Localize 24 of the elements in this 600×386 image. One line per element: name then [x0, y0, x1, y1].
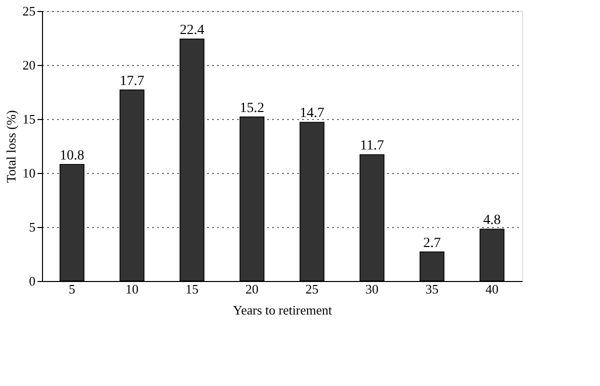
- y-tick-label: 0: [29, 274, 36, 288]
- y-tick-label: 20: [22, 58, 36, 72]
- x-tick-label: 30: [366, 282, 378, 296]
- data-label: 14.7: [300, 106, 324, 122]
- data-label: 11.7: [360, 138, 384, 154]
- y-tick-label: 15: [22, 112, 36, 126]
- data-label: 17.7: [120, 74, 144, 89]
- data-label: 22.4: [180, 23, 204, 38]
- x-tick-label: 5: [68, 282, 76, 296]
- x-tick-label: 25: [306, 282, 318, 296]
- y-tick-label: 5: [29, 220, 36, 234]
- x-axis-title: Years to retirement: [232, 302, 332, 318]
- y-tick-label: 10: [22, 166, 36, 180]
- y-axis-title: Total loss (%): [4, 110, 18, 183]
- data-label: 2.7: [423, 236, 441, 251]
- x-tick-label: 20: [246, 282, 258, 296]
- data-label: 15.2: [240, 100, 264, 116]
- x-tick-label: 15: [186, 282, 198, 296]
- data-label: 4.8: [483, 213, 501, 228]
- data-label: 10.8: [60, 148, 84, 164]
- y-tick-label: 25: [22, 4, 36, 18]
- x-tick-label: 35: [426, 282, 438, 296]
- x-tick-label: 40: [486, 282, 498, 296]
- x-tick-label: 10: [126, 282, 138, 296]
